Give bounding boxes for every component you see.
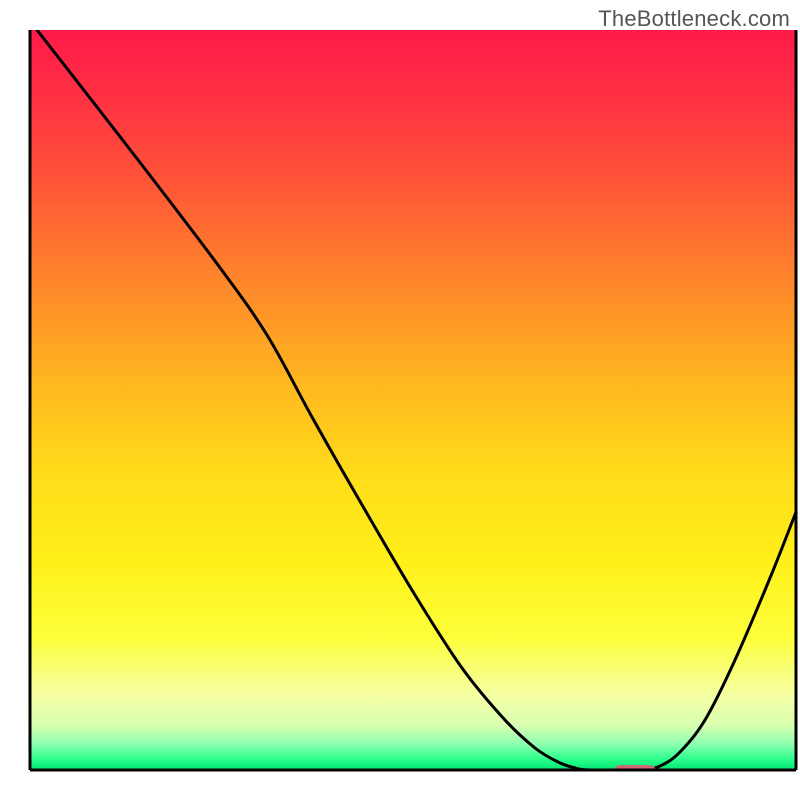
plot-background	[30, 30, 796, 770]
chart-container: TheBottleneck.com	[0, 0, 800, 800]
optimal-marker	[613, 765, 657, 781]
watermark-text: TheBottleneck.com	[598, 6, 790, 32]
chart-svg	[0, 0, 800, 800]
